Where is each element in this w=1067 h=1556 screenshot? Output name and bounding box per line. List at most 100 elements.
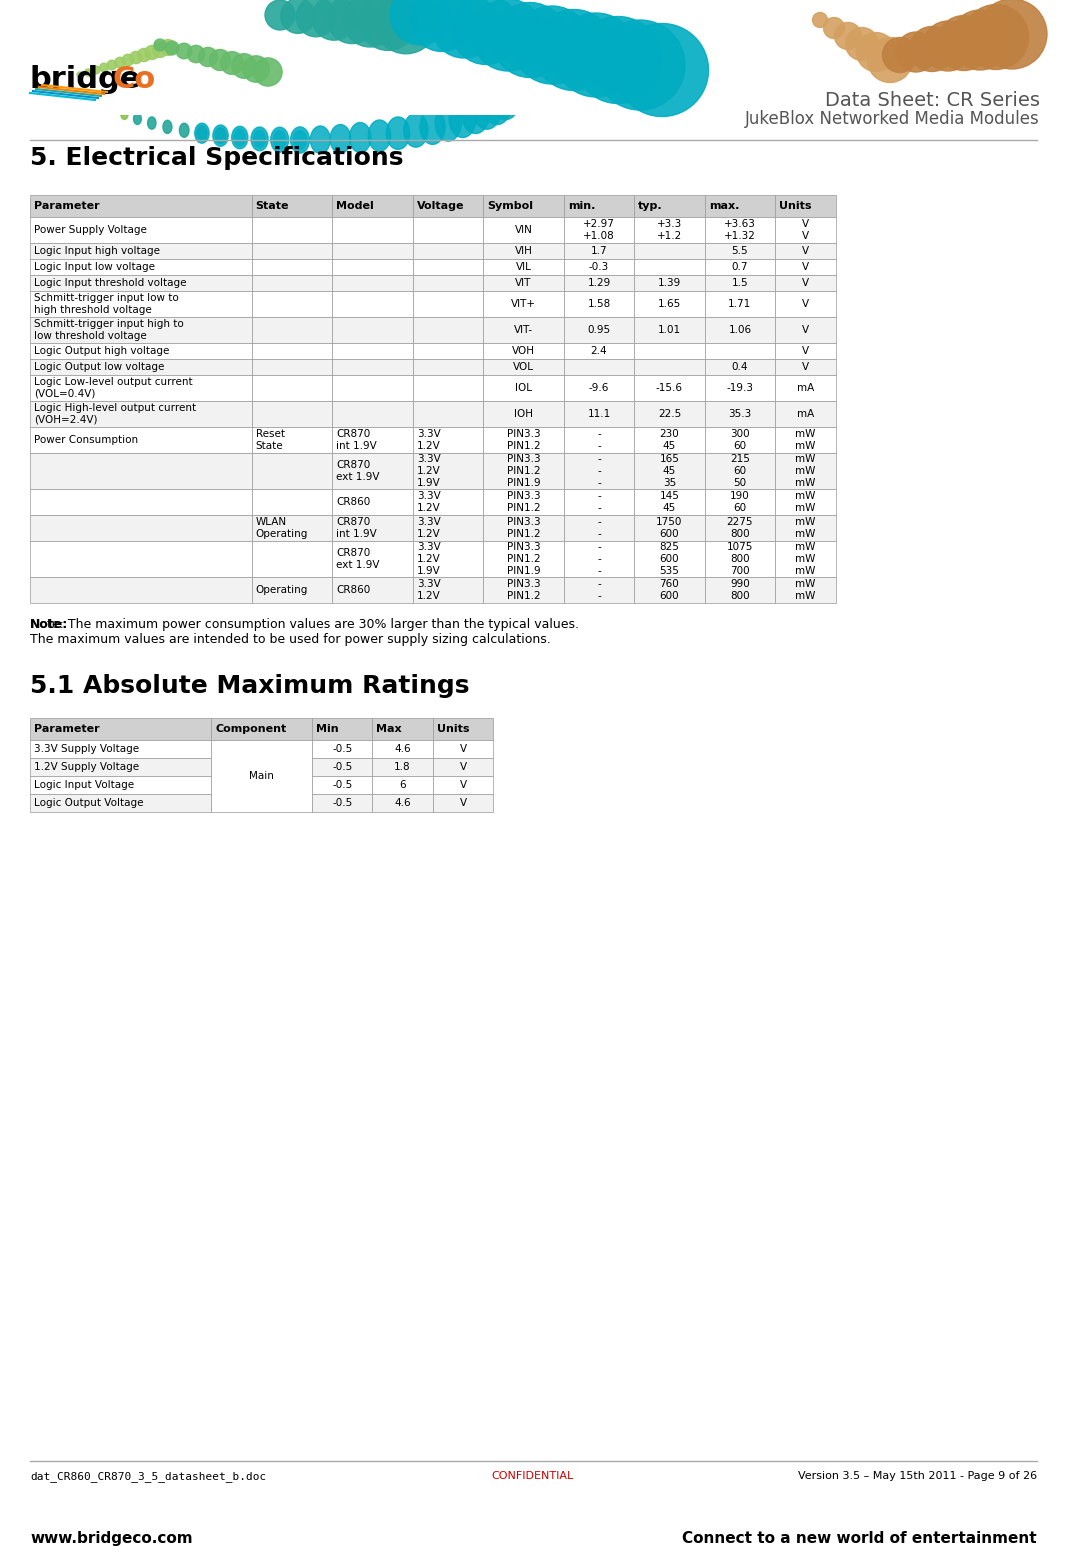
Ellipse shape [310,126,330,154]
Text: V: V [801,279,809,288]
Text: Data Sheet: CR Series: Data Sheet: CR Series [825,90,1040,110]
Bar [483,426,563,453]
Text: V: V [801,299,809,310]
Bar [252,317,332,342]
Circle shape [92,65,100,73]
Text: 230
45: 230 45 [659,429,680,451]
Ellipse shape [293,131,306,149]
Bar [30,794,211,812]
Circle shape [130,51,142,64]
Circle shape [867,37,912,82]
Text: JukeBlox Networked Media Modules: JukeBlox Networked Media Modules [745,110,1040,128]
Ellipse shape [796,68,826,110]
Bar [332,426,413,453]
Text: 4.6: 4.6 [395,798,411,808]
Text: +3.3
+1.2: +3.3 +1.2 [657,219,682,241]
Bar [704,317,776,342]
Bar [252,426,332,453]
Text: 190
60: 190 60 [730,492,750,513]
Ellipse shape [473,89,501,129]
Circle shape [154,39,166,51]
Bar [252,216,332,243]
Bar [332,375,413,401]
Bar [634,342,704,359]
Bar [252,291,332,317]
Ellipse shape [775,67,807,112]
Bar [30,258,252,275]
Bar [413,342,483,359]
Text: Schmitt-trigger input low to
high threshold voltage: Schmitt-trigger input low to high thresh… [34,293,179,314]
Ellipse shape [82,84,85,90]
Bar [332,243,413,258]
Circle shape [595,20,685,110]
Bar [413,426,483,453]
Bar [332,401,413,426]
Ellipse shape [733,61,768,110]
Ellipse shape [133,114,141,124]
Text: Min: Min [316,724,338,734]
Bar [30,577,252,604]
Bar [563,426,634,453]
Bar [312,741,372,758]
Ellipse shape [196,126,207,140]
Circle shape [198,47,218,67]
Bar [252,541,332,577]
Bar [563,375,634,401]
Bar [332,489,413,515]
Bar [776,359,835,375]
Text: VIT: VIT [515,279,531,288]
Ellipse shape [368,120,391,151]
Circle shape [312,0,356,40]
Bar [30,342,252,359]
Bar [30,453,252,489]
Text: Symbol: Symbol [488,201,534,212]
Circle shape [431,0,497,58]
Text: State: State [255,201,289,212]
Text: 300
60: 300 60 [730,429,750,451]
Bar [252,359,332,375]
Bar [433,758,493,776]
Bar [704,194,776,216]
Bar [483,359,563,375]
Text: Units: Units [779,201,812,212]
Text: Version 3.5 – May 15th 2011 - Page 9 of 26: Version 3.5 – May 15th 2011 - Page 9 of … [798,1470,1037,1481]
Ellipse shape [330,124,351,154]
Bar [776,291,835,317]
Bar [704,291,776,317]
Bar [483,489,563,515]
Bar [332,194,413,216]
Ellipse shape [753,64,786,110]
Circle shape [411,0,474,51]
Text: Reset
State: Reset State [255,429,285,451]
Circle shape [165,40,179,54]
Text: Logic Input low voltage: Logic Input low voltage [34,261,155,272]
Ellipse shape [163,120,172,134]
Ellipse shape [254,131,266,148]
Bar [30,401,252,426]
Text: 215
60
50: 215 60 50 [730,454,750,487]
Bar [252,515,332,541]
Text: -
-: - - [598,579,601,601]
Bar [413,275,483,291]
Text: 3.3V Supply Voltage: 3.3V Supply Voltage [34,744,139,755]
Bar [483,453,563,489]
Bar [563,258,634,275]
Text: -19.3: -19.3 [727,383,753,394]
Bar [252,401,332,426]
Bar [30,741,211,758]
Bar [211,741,312,812]
Bar [704,275,776,291]
Text: 760
600: 760 600 [659,579,680,601]
Ellipse shape [935,61,954,87]
Text: mA: mA [797,409,814,419]
Circle shape [77,72,83,78]
Text: 1.29: 1.29 [587,279,610,288]
Circle shape [554,12,638,96]
Bar [413,577,483,604]
Bar [634,317,704,342]
Text: 145
45: 145 45 [659,492,680,513]
Text: Voltage: Voltage [416,201,464,212]
Bar [252,194,332,216]
Text: 3.3V
1.2V: 3.3V 1.2V [416,492,441,513]
Ellipse shape [880,68,905,101]
